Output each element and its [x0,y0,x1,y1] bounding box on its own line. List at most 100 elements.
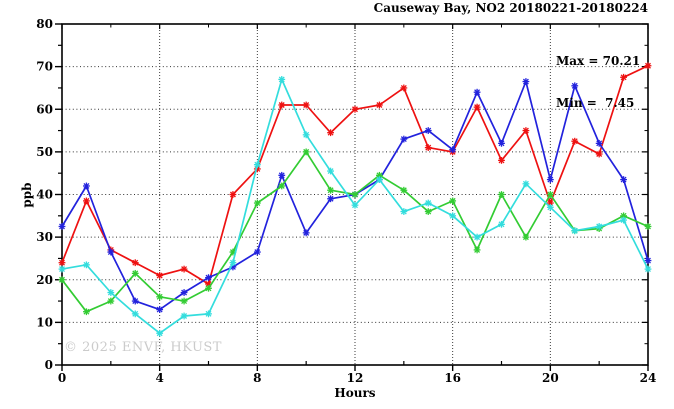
marker-day-green [424,208,432,215]
marker-day-red [620,73,627,81]
marker-day-cyan [278,76,286,83]
marker-day-cyan [376,176,383,183]
marker-day-green [156,293,164,301]
marker-day-red [83,197,90,205]
marker-day-green [400,186,408,194]
maxmin-annotation: Max = 70.21 Min = 7.45 [556,26,640,138]
marker-day-red [58,259,66,267]
marker-day-red [400,84,408,92]
marker-day-blue [644,257,652,264]
marker-day-blue [278,171,286,179]
marker-day-cyan [644,265,652,273]
marker-day-red [424,144,432,152]
chart-title: Causeway Bay, NO2 20180221-20180224 [373,1,648,15]
marker-day-blue [327,195,334,203]
marker-day-cyan [327,167,334,175]
x-axis-tick-label: 4 [155,371,163,385]
marker-day-green [327,186,334,194]
x-axis-tick-label: 8 [253,371,261,385]
marker-day-cyan [229,259,237,267]
y-axis-tick-label: 80 [36,17,53,31]
min-value-label: Min = 7.45 [556,96,635,110]
marker-day-green [498,191,505,198]
marker-day-blue [595,139,603,147]
marker-day-blue [253,248,261,256]
marker-day-red [571,137,579,145]
marker-day-blue [107,248,115,256]
x-axis-tick-label: 12 [347,371,364,385]
y-axis-tick-label: 40 [36,188,53,202]
y-axis-tick-label: 20 [36,273,53,287]
marker-day-cyan [400,208,408,215]
marker-day-cyan [351,201,359,209]
marker-day-blue [83,182,90,190]
y-axis-tick-label: 70 [36,60,53,74]
marker-day-red [376,101,383,109]
y-axis-label-ppb: ppb [20,182,34,208]
max-value-label: Max = 70.21 [556,54,641,68]
marker-day-green [58,276,66,284]
marker-day-green [107,297,115,305]
marker-day-cyan [595,223,603,230]
marker-day-red [522,127,530,134]
marker-day-cyan [546,203,554,211]
marker-day-blue [424,127,432,134]
marker-day-red [229,191,237,198]
y-axis-tick-label: 10 [36,315,53,329]
marker-day-red [156,272,164,279]
marker-day-cyan [571,227,579,235]
marker-day-green [522,233,530,241]
marker-day-cyan [449,212,457,220]
marker-day-green [351,191,359,198]
marker-day-red [131,259,139,267]
marker-day-blue [498,139,505,147]
marker-day-blue [180,289,188,296]
marker-day-blue [620,176,627,183]
marker-day-cyan [498,220,505,228]
marker-day-cyan [522,180,530,188]
marker-day-blue [156,306,164,313]
marker-day-green [131,269,139,277]
y-axis-tick-label: 30 [36,230,53,244]
marker-day-blue [571,82,579,90]
marker-day-red [644,62,652,70]
marker-day-cyan [302,131,310,139]
marker-day-red [302,101,310,109]
x-axis-label-hours: Hours [334,386,376,400]
marker-day-cyan [253,161,261,169]
marker-day-green [253,199,261,207]
marker-day-red [278,101,286,109]
marker-day-green [83,308,90,316]
marker-day-blue [473,88,481,96]
marker-day-green [449,197,457,205]
x-axis-tick-label: 20 [542,371,559,385]
marker-day-red [595,150,603,158]
watermark: © 2025 ENVF, HKUST [64,340,222,355]
marker-day-cyan [205,310,212,318]
marker-day-green [205,284,212,292]
marker-day-cyan [58,265,66,273]
marker-day-cyan [83,261,90,269]
marker-day-cyan [107,289,115,296]
marker-day-green [644,223,652,230]
marker-day-cyan [131,310,139,318]
x-axis-tick-label: 16 [444,371,461,385]
marker-day-cyan [156,329,164,337]
marker-day-green [302,148,310,156]
y-axis-tick-label: 0 [45,358,53,372]
marker-day-blue [58,223,66,230]
marker-day-blue [131,297,139,305]
x-axis-tick-label: 24 [640,371,657,385]
marker-day-blue [400,135,408,143]
y-axis-tick-label: 60 [36,102,53,116]
marker-day-cyan [180,312,188,320]
marker-day-red [473,103,481,111]
y-axis-tick-label: 50 [36,145,53,159]
marker-day-blue [522,78,530,85]
marker-day-red [351,105,359,113]
marker-day-blue [546,176,554,183]
marker-day-red [498,157,505,164]
marker-day-blue [302,229,310,237]
x-axis-tick-label: 0 [58,371,66,385]
